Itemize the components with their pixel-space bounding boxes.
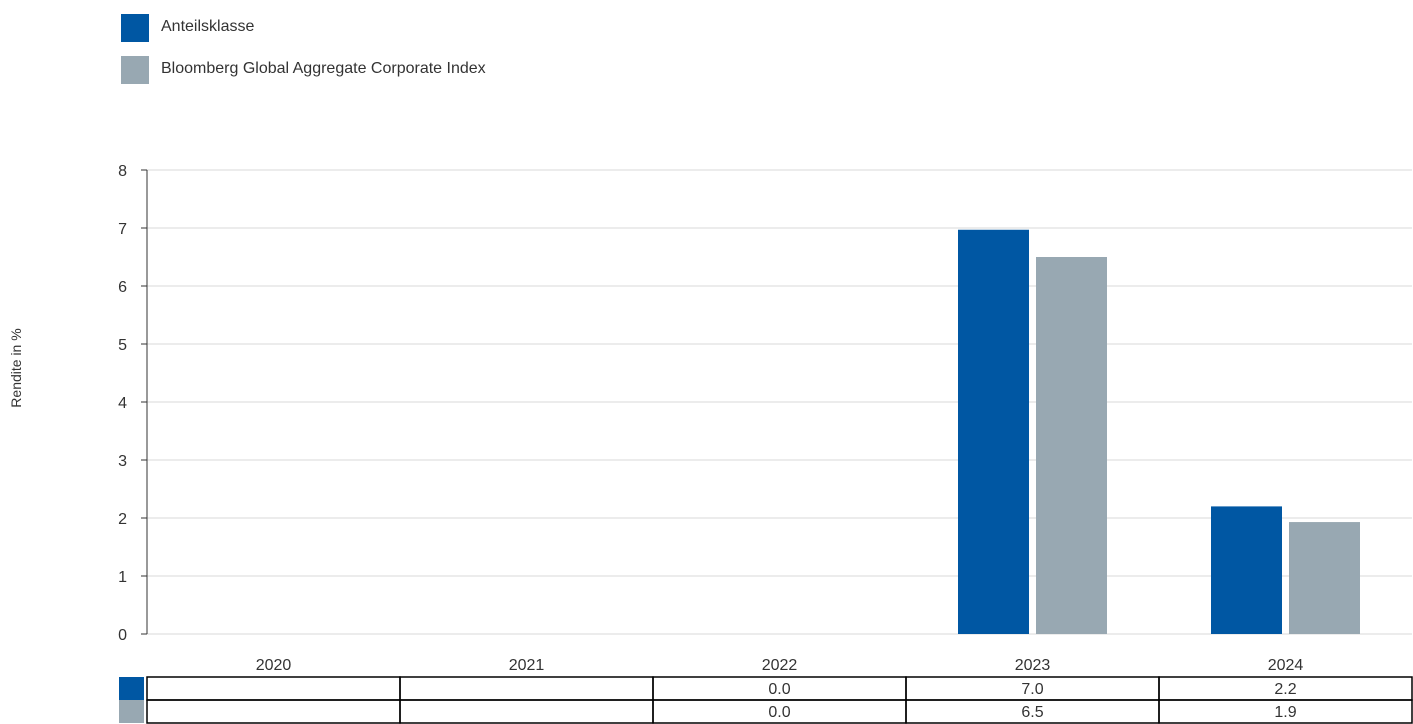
legend-label-anteilsklasse: Anteilsklasse [161,18,255,35]
y-tick-label: 5 [118,337,127,354]
table-cell [146,699,401,724]
x-tick-label: 2024 [1268,657,1304,674]
bar-benchmark-2024 [1289,522,1360,634]
y-tick-label: 4 [118,395,127,412]
y-tick-label: 7 [118,221,127,238]
y-tick-label: 6 [118,279,127,296]
x-tick-label: 2022 [762,657,798,674]
bar-anteilsklasse-2024 [1211,506,1282,634]
y-tick-label: 8 [118,163,127,180]
table-cell-value: 6.5 [1021,704,1043,721]
y-tick-label: 2 [118,511,127,528]
x-tick-label: 2023 [1015,657,1051,674]
x-tick-label: 2020 [256,657,292,674]
table-cell [399,699,654,724]
table-cell [1158,699,1413,724]
table-cell-value: 0.0 [768,681,790,698]
table-cell-value: 0.0 [768,704,790,721]
bar-anteilsklasse-2023 [958,229,1029,635]
table-swatch-anteilsklasse [119,677,144,700]
table-swatch-benchmark [119,700,144,723]
x-tick-label: 2021 [509,657,545,674]
legend-swatch-benchmark [121,56,149,84]
table-cell-value: 1.9 [1274,704,1296,721]
table-cell [146,676,401,701]
y-tick-label: 1 [118,569,127,586]
y-tick-label: 3 [118,453,127,470]
legend-label-benchmark: Bloomberg Global Aggregate Corporate Ind… [161,60,486,77]
legend-swatch-anteilsklasse [121,14,149,42]
bar-benchmark-2023 [1036,257,1107,634]
table-cell-value: 2.2 [1274,681,1296,698]
table-cell [399,676,654,701]
y-tick-label: 0 [118,627,127,644]
table-cell-value: 7.0 [1021,681,1043,698]
